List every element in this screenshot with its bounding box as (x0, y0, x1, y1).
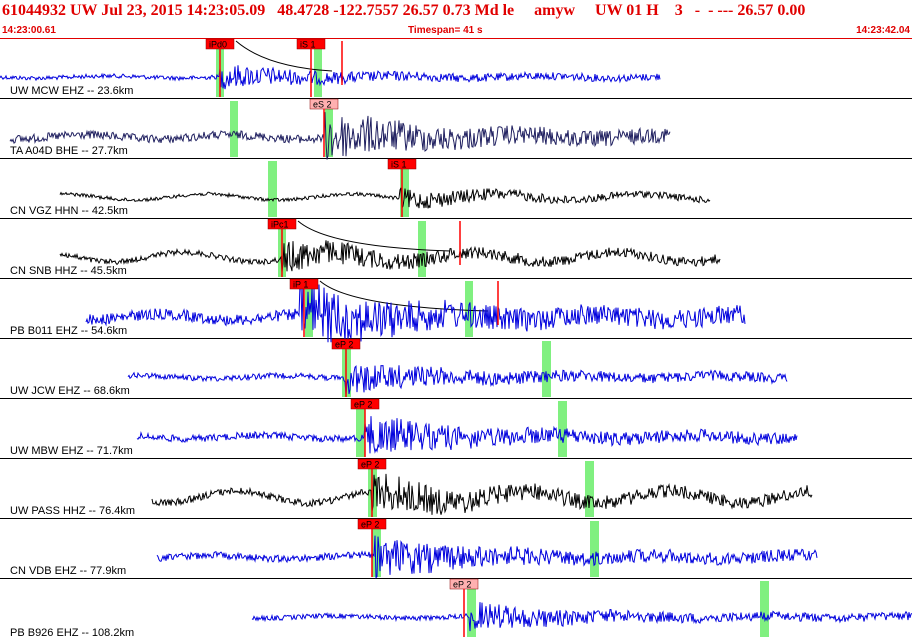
trace-label-9: PB B926 EHZ -- 108.2km (10, 627, 135, 639)
pick-label-1-0: eS 2 (313, 100, 332, 110)
trace-panel-6[interactable]: eP 2 UW MBW EHZ -- 71.7km (0, 398, 912, 459)
seismogram-6[interactable]: eP 2 (0, 398, 912, 459)
pick-label-7-0: eP 2 (361, 460, 379, 470)
seismogram-4[interactable]: iP 1 (0, 278, 912, 343)
trace-label-3: CN SNB HHZ -- 45.5km (10, 265, 127, 277)
start-time: 14:23:00.61 (2, 25, 56, 36)
phase-window-2-0 (268, 161, 277, 217)
travel-time-curve-3 (297, 220, 451, 252)
seismogram-5[interactable]: eP 2 (0, 338, 912, 399)
waveform-3 (59, 240, 721, 273)
pick-label-0-1: iS 1 (300, 40, 316, 50)
trace-panel-0[interactable]: iPd0 iS 1 UW MCW EHZ -- 23.6km (0, 38, 912, 99)
trace-label-4: PB B011 EHZ -- 54.6km (10, 325, 128, 337)
seismogram-1[interactable]: eS 2 (0, 98, 912, 160)
travel-time-curve-0 (235, 40, 333, 72)
seismogram-3[interactable]: iPc1 (0, 218, 912, 279)
phase-window-8-0 (372, 521, 381, 577)
pick-label-0-0: iPd0 (209, 40, 227, 50)
trace-panel-8[interactable]: eP 2 CN VDB EHZ -- 77.9km (0, 518, 912, 579)
phase-window-9-0 (467, 581, 476, 637)
seismogram-7[interactable]: eP 2 (0, 458, 912, 519)
phase-window-7-1 (585, 461, 594, 517)
seismogram-8[interactable]: eP 2 (0, 518, 912, 579)
pick-label-8-0: eP 2 (361, 520, 379, 530)
phase-window-0-1 (314, 41, 322, 97)
trace-label-1: TA A04D BHE -- 27.7km (10, 145, 128, 157)
trace-label-5: UW JCW EHZ -- 68.6km (10, 385, 130, 397)
phase-window-6-1 (558, 401, 567, 457)
waveform-2 (59, 187, 711, 210)
waveform-0 (0, 65, 661, 90)
waveform-9 (251, 602, 912, 632)
phase-window-3-1 (418, 221, 426, 277)
seismogram-9[interactable]: eP 2 (0, 578, 912, 639)
seismogram-2[interactable]: iS 1 (0, 158, 912, 219)
waveform-6 (136, 416, 798, 454)
trace-panel-9[interactable]: eP 2 PB B926 EHZ -- 108.2km (0, 578, 912, 640)
trace-panel-3[interactable]: iPc1 CN SNB HHZ -- 45.5km (0, 218, 912, 279)
waveform-8 (156, 535, 818, 579)
pick-label-4-0: iP 1 (293, 280, 308, 290)
event-header: 61044932 UW Jul 23, 2015 14:23:05.09 48.… (0, 0, 912, 38)
event-title: 61044932 UW Jul 23, 2015 14:23:05.09 48.… (2, 2, 806, 19)
seismogram-0[interactable]: iPd0 iS 1 (0, 38, 912, 99)
trace-panel-1[interactable]: eS 2 TA A04D BHE -- 27.7km (0, 98, 912, 160)
trace-label-6: UW MBW EHZ -- 71.7km (10, 445, 133, 457)
waveform-4 (85, 279, 746, 343)
pick-label-3-0: iPc1 (271, 220, 289, 230)
phase-window-9-1 (760, 581, 769, 637)
phase-window-8-1 (590, 521, 599, 577)
phase-window-6-0 (356, 401, 365, 457)
travel-time-curve-4 (319, 280, 489, 312)
phase-window-1-1 (325, 101, 333, 157)
waveform-7 (151, 473, 813, 515)
pick-label-6-0: eP 2 (354, 400, 372, 410)
pick-label-2-0: iS 1 (391, 160, 407, 170)
waveform-5 (127, 364, 788, 395)
trace-panel-7[interactable]: eP 2 UW PASS HHZ -- 76.4km (0, 458, 912, 519)
trace-panels[interactable]: iPd0 iS 1 UW MCW EHZ -- 23.6km eS 2 TA A0… (0, 38, 912, 640)
phase-window-5-1 (542, 341, 551, 397)
phase-window-1-0 (230, 101, 238, 157)
end-time: 14:23:42.04 (856, 25, 910, 36)
waveform-1 (9, 112, 671, 160)
trace-label-2: CN VGZ HHN -- 42.5km (10, 205, 128, 217)
trace-panel-4[interactable]: iP 1 PB B011 EHZ -- 54.6km (0, 278, 912, 343)
header-divider (0, 38, 912, 39)
trace-label-7: UW PASS HHZ -- 76.4km (10, 505, 136, 517)
timespan-label: Timespan= 41 s (408, 25, 483, 36)
trace-panel-2[interactable]: iS 1 CN VGZ HHN -- 42.5km (0, 158, 912, 219)
trace-panel-5[interactable]: eP 2 UW JCW EHZ -- 68.6km (0, 338, 912, 399)
pick-label-5-0: eP 2 (335, 340, 353, 350)
trace-label-0: UW MCW EHZ -- 23.6km (10, 85, 134, 97)
pick-label-9-0: eP 2 (453, 580, 471, 590)
trace-label-8: CN VDB EHZ -- 77.9km (10, 565, 127, 577)
